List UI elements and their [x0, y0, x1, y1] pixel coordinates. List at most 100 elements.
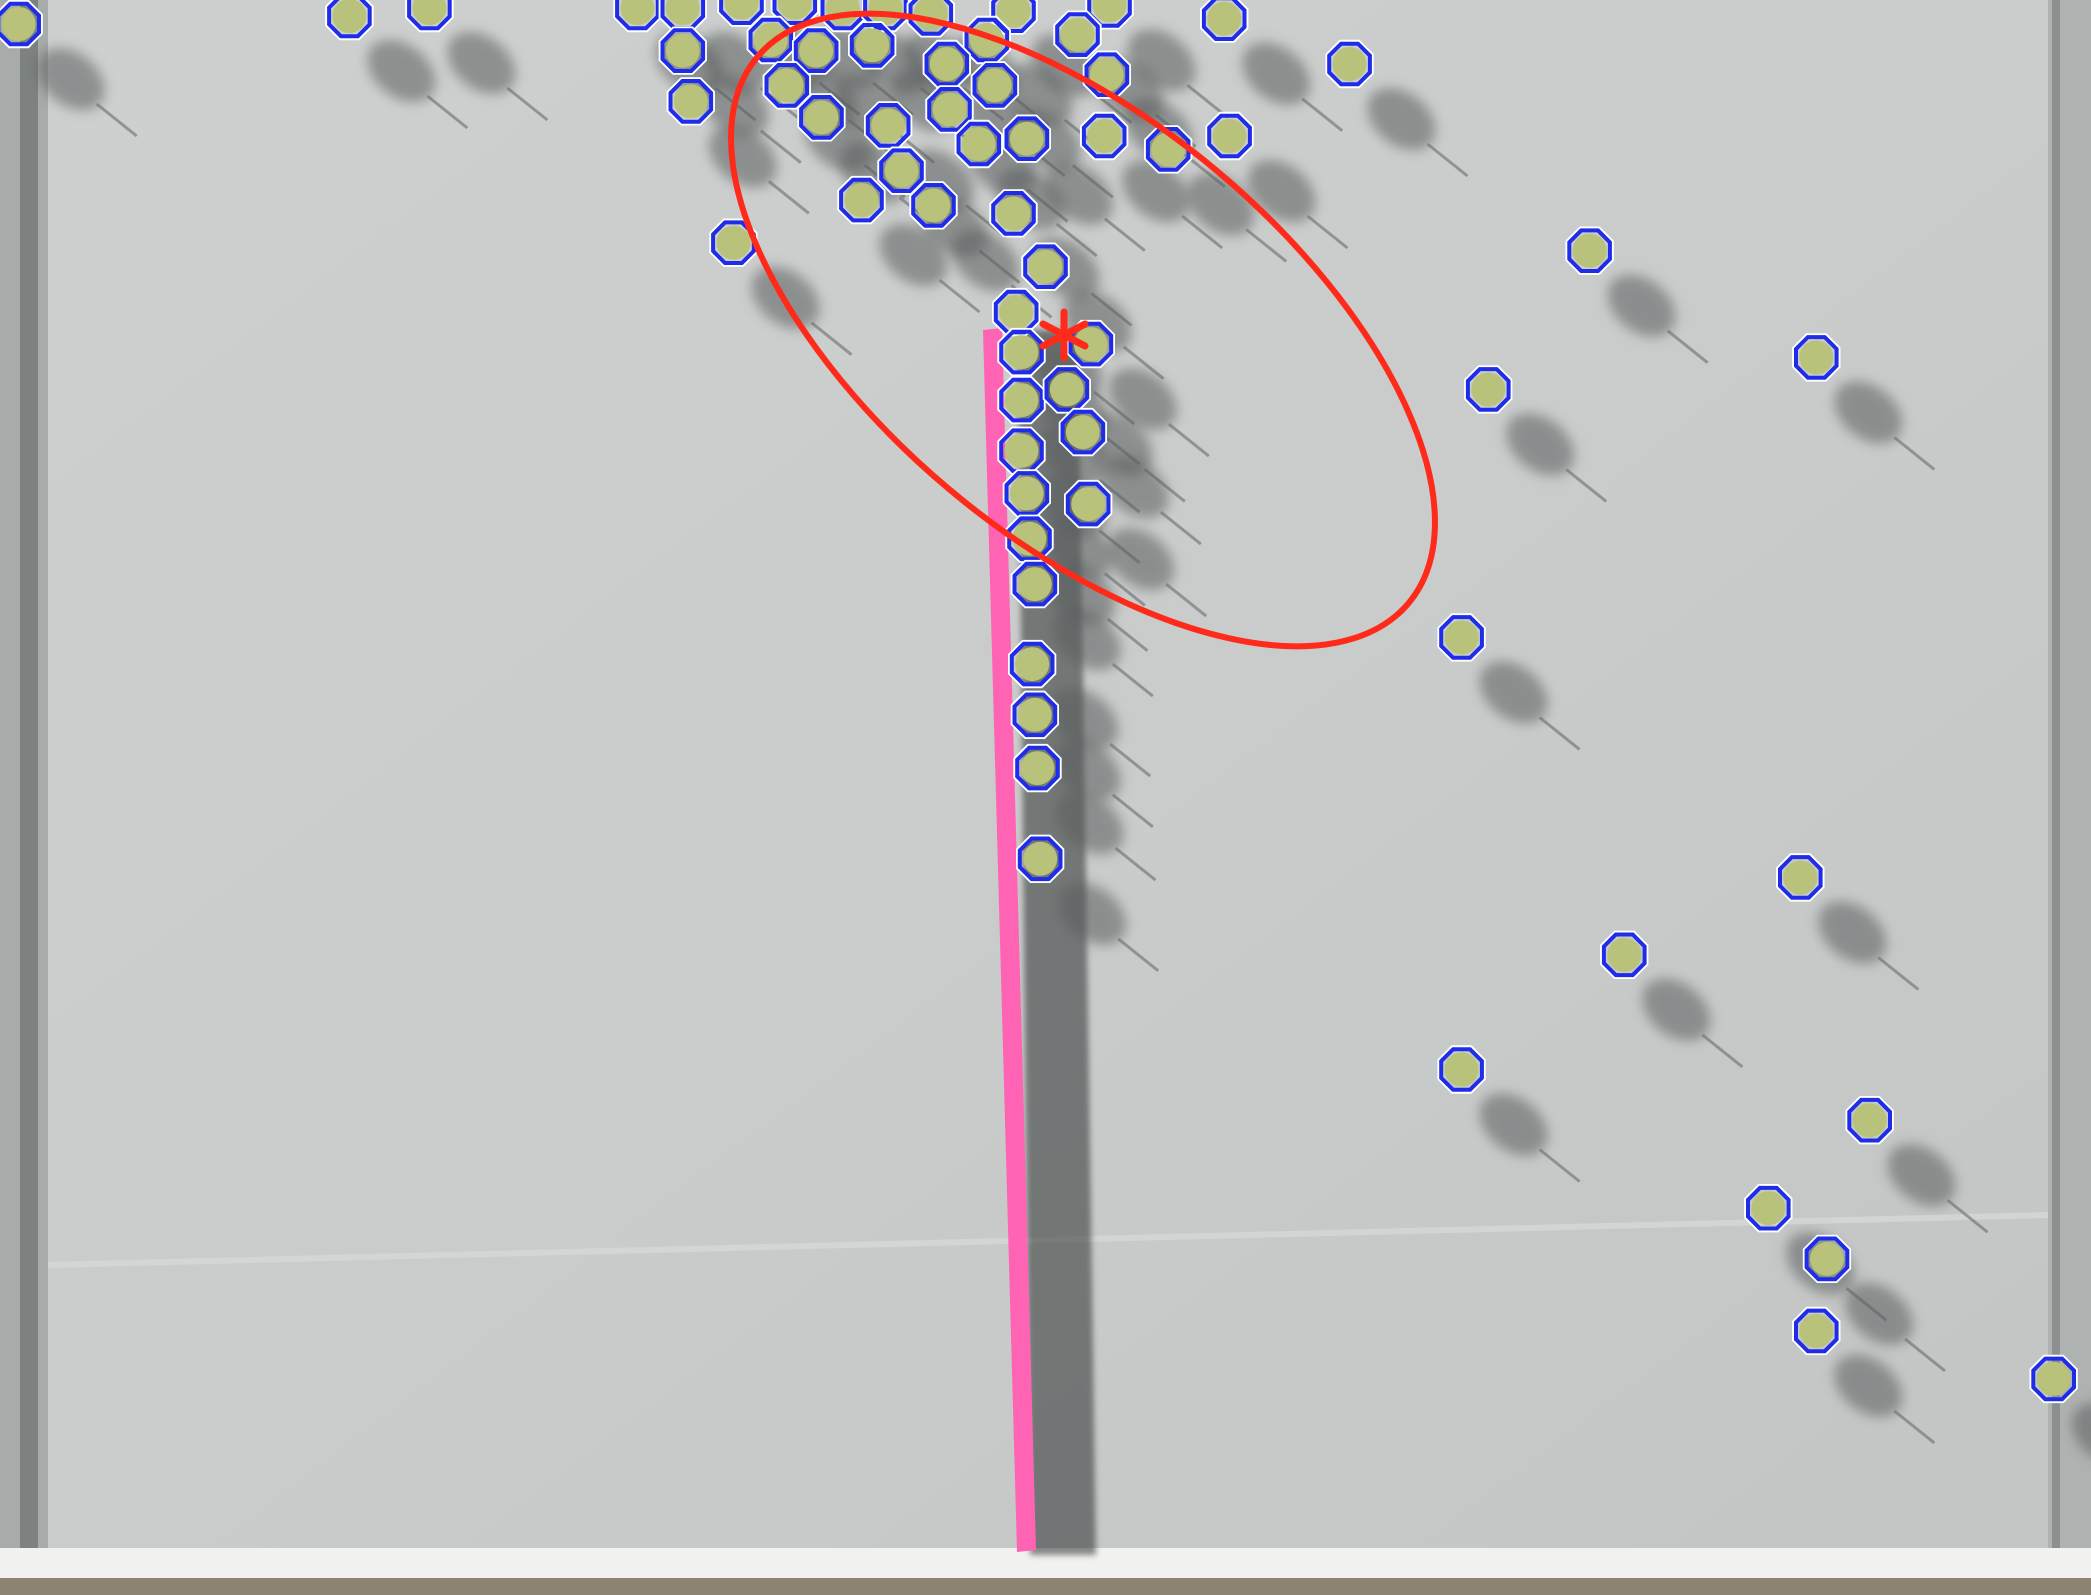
- detection-marker: [1023, 244, 1068, 289]
- detection-marker: [1794, 1308, 1839, 1354]
- robot-antenna-shadow: [1122, 345, 1165, 380]
- robot-antenna-shadow: [1245, 228, 1288, 263]
- detection-marker: [327, 0, 372, 39]
- robot-body: [1207, 1, 1242, 36]
- detection-marker: [2031, 1356, 2076, 1402]
- detection-marker: [1004, 116, 1050, 161]
- detection-marker: [999, 377, 1044, 423]
- detection-marker: [849, 23, 895, 68]
- robot-shadow: [1845, 1282, 1913, 1345]
- detection-marker: [1044, 367, 1090, 412]
- robot-body: [996, 0, 1031, 28]
- robot-body: [1087, 119, 1122, 153]
- robot-shadow: [1047, 562, 1116, 625]
- robot-shadow: [1479, 1093, 1548, 1156]
- robot-body: [716, 225, 751, 260]
- detection-marker: [719, 0, 764, 25]
- red-covariance-ellipse: [728, 10, 1438, 650]
- robot-antenna-shadow: [1165, 582, 1208, 618]
- robot-antenna-shadow: [1701, 1033, 1744, 1068]
- robot-shadow: [1106, 528, 1175, 591]
- robot-body: [769, 68, 804, 103]
- robot-shadow: [1122, 159, 1191, 223]
- robot-body: [961, 127, 996, 161]
- detection-marker: [879, 148, 924, 193]
- detection-marker: [1847, 1097, 1892, 1143]
- robot-antenna-shadow: [95, 102, 138, 138]
- robot-body: [1, 7, 36, 41]
- robot-body: [1017, 567, 1052, 602]
- robot-shadow: [879, 223, 948, 287]
- robot-antenna-shadow: [1111, 793, 1154, 828]
- robot-shadow: [36, 47, 105, 111]
- robot-antenna-shadow: [1103, 217, 1146, 252]
- detection-marker: [1465, 367, 1511, 412]
- robot-body: [1012, 521, 1047, 556]
- robot-antenna-shadow: [1103, 572, 1146, 607]
- robot-body: [665, 0, 700, 25]
- robot-shadow: [1506, 413, 1575, 476]
- robot-antenna-shadow: [1946, 1199, 1989, 1234]
- robot-shadow: [1887, 1144, 1956, 1207]
- robot-antenna-shadow: [938, 278, 981, 314]
- robot-body: [999, 295, 1034, 329]
- robot-shadow: [1607, 274, 1676, 337]
- detection-marker: [972, 63, 1018, 108]
- robot-shadow: [1100, 456, 1169, 519]
- robot-body: [1444, 620, 1479, 655]
- detection-marker: [1065, 481, 1111, 527]
- robot-body: [1009, 121, 1044, 156]
- robot-shadow: [1052, 608, 1121, 671]
- detection-marker: [1007, 516, 1052, 562]
- robot-body: [977, 68, 1012, 103]
- robot-body: [1852, 1103, 1887, 1138]
- detection-marker: [820, 0, 866, 31]
- robot-antenna-shadow: [506, 86, 549, 122]
- robot-shadow: [1058, 882, 1127, 945]
- detection-marker: [0, 1, 41, 47]
- detection-marker: [1804, 1236, 1850, 1282]
- detection-marker: [1081, 113, 1127, 159]
- robot-body: [1151, 132, 1186, 167]
- detection-marker: [1601, 932, 1647, 978]
- robot-shadow: [1818, 901, 1887, 964]
- detection-marker: [772, 0, 818, 25]
- robot-body: [777, 0, 812, 20]
- robot-antenna-shadow: [759, 129, 802, 164]
- robot-shadow: [951, 229, 1020, 292]
- robot-antenna-shadow: [767, 180, 810, 215]
- robot-shadow: [1834, 1354, 1903, 1417]
- robot-antenna-shadow: [810, 321, 853, 356]
- detection-marker: [956, 121, 1002, 167]
- detection-marker: [1567, 228, 1612, 273]
- robot-antenna-shadow: [1904, 1337, 1946, 1373]
- robot-antenna-shadow: [1301, 97, 1344, 132]
- robot-body: [1073, 327, 1108, 362]
- robot-shadow: [1642, 978, 1711, 1041]
- robot-body: [1212, 119, 1247, 153]
- robot-body: [1092, 0, 1127, 23]
- detection-marker: [764, 63, 810, 108]
- robot-shadow: [2071, 1402, 2091, 1465]
- robot-body: [1028, 249, 1063, 284]
- robot-body: [1017, 697, 1052, 732]
- detection-marker: [660, 28, 706, 73]
- robot-body: [1810, 1241, 1844, 1276]
- robot-body: [1065, 415, 1100, 450]
- robot-shadow: [447, 31, 516, 95]
- detection-marker: [1327, 41, 1372, 87]
- arena-left-frame-line: [20, 0, 38, 1560]
- detection-marker: [1201, 0, 1247, 41]
- detection-marker: [1060, 409, 1106, 455]
- robot-body: [871, 108, 906, 143]
- robot-body: [844, 183, 879, 217]
- detection-marker: [991, 0, 1036, 33]
- detection-marker: [991, 191, 1036, 236]
- detection-marker: [1746, 1185, 1791, 1231]
- robot-antenna-shadow: [1159, 510, 1202, 546]
- robot-body: [1020, 751, 1055, 786]
- robot-body: [1049, 372, 1084, 407]
- robot-shadow: [1479, 661, 1548, 724]
- robot-shadow: [367, 39, 436, 103]
